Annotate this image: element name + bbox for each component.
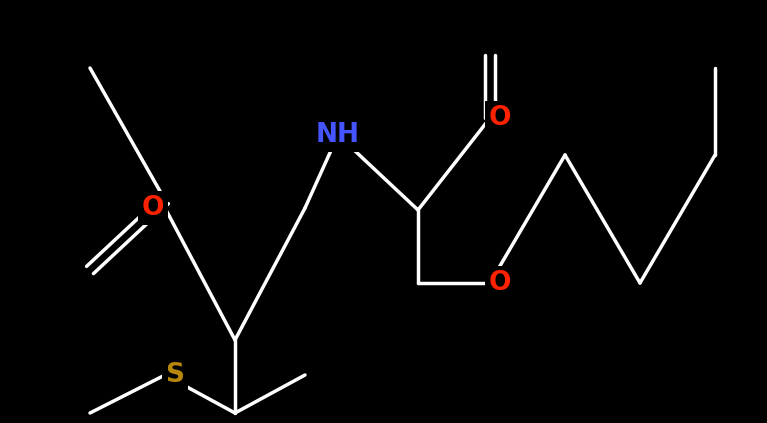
- Text: O: O: [489, 270, 512, 296]
- Text: O: O: [142, 195, 164, 221]
- Text: S: S: [166, 362, 185, 388]
- Text: NH: NH: [316, 122, 360, 148]
- Text: O: O: [489, 105, 512, 131]
